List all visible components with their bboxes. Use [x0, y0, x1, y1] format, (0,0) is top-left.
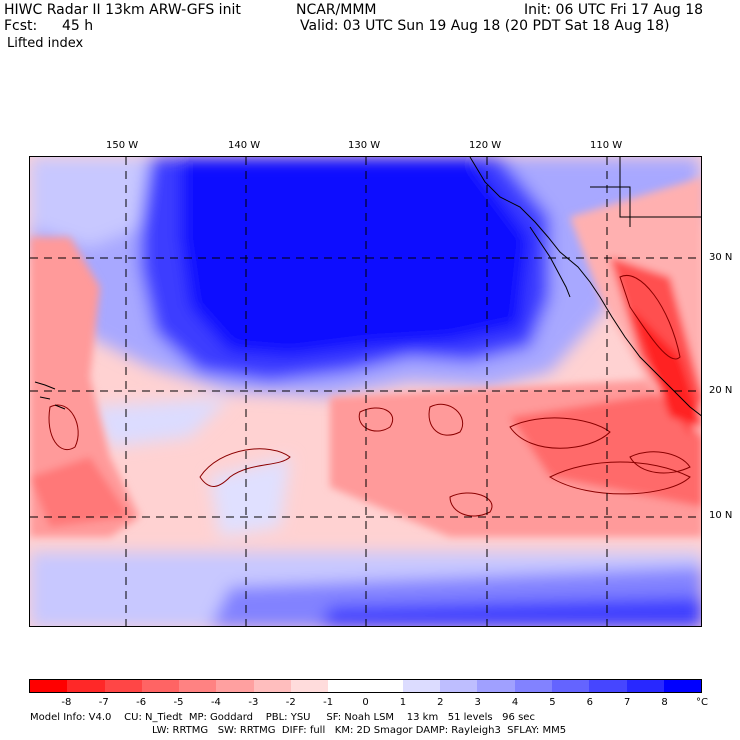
colorbar-swatch — [328, 680, 366, 692]
north-america-coastline — [469, 157, 701, 417]
colorbar-tick-label: -7 — [98, 697, 109, 708]
colorbar-tick-label: -3 — [248, 697, 259, 708]
colorbar-swatch — [30, 680, 68, 692]
colorbar-tick-label: 5 — [549, 697, 556, 708]
colorbar-swatch — [440, 680, 478, 692]
unstable-field — [30, 177, 701, 537]
colorbar — [29, 679, 702, 693]
colorbar-unit: °C — [696, 697, 708, 708]
colorbar-tick-label: -4 — [210, 697, 221, 708]
colorbar-swatch — [216, 680, 254, 692]
coastlines — [34, 157, 701, 417]
colorbar-tick-label: -6 — [136, 697, 147, 708]
hawaii-islands — [34, 381, 66, 410]
us-mexico-border — [619, 157, 701, 218]
colorbar-tick-label: 6 — [586, 697, 594, 708]
colorbar-tick-label: -1 — [323, 697, 334, 708]
colorbar-tick-label: 7 — [624, 697, 631, 708]
colorbar-swatch — [179, 680, 217, 692]
map-canvas — [30, 157, 701, 626]
lon-label-130w: 130 W — [348, 140, 381, 151]
colorbar-swatch — [141, 680, 180, 692]
colorbar-tick-label: -2 — [285, 697, 296, 708]
stable-field — [30, 157, 701, 626]
lat-label-10n: 10 N — [709, 510, 733, 521]
model-info-line-2: LW: RRTMG SW: RRTMG DIFF: full KM: 2D Sm… — [152, 725, 567, 736]
lifted-index-map — [29, 156, 702, 627]
colorbar-swatch — [626, 680, 664, 692]
colorbar-swatch — [67, 680, 105, 692]
colorbar-tick-label: 0 — [362, 697, 369, 708]
lat-lon-grid — [30, 157, 701, 626]
colorbar-swatch — [402, 680, 441, 692]
lat-label-30n: 30 N — [709, 252, 733, 263]
valid-time: Valid: 03 UTC Sun 19 Aug 18 (20 PDT Sat … — [300, 18, 670, 34]
colorbar-swatch — [104, 680, 142, 692]
field-name: Lifted index — [7, 36, 84, 51]
model-title: HIWC Radar II 13km ARW-GFS init — [4, 2, 241, 18]
forecast-hours: 45 h — [62, 18, 94, 34]
colorbar-swatch — [663, 680, 702, 692]
model-info-line-1: Model Info: V4.0 CU: N_Tiedt MP: Goddard… — [30, 712, 535, 723]
colorbar-tick-label: -5 — [173, 697, 184, 708]
lat-label-20n: 20 N — [709, 385, 733, 396]
colorbar-tick-label: 8 — [661, 697, 668, 708]
colorbar-swatch — [253, 680, 291, 692]
center-label: NCAR/MMM — [296, 2, 377, 18]
lon-label-110w: 110 W — [590, 140, 623, 151]
baja-peninsula-coastline — [529, 226, 571, 298]
colorbar-swatch — [365, 680, 403, 692]
lon-label-150w: 150 W — [106, 140, 139, 151]
forecast-label: Fcst: — [4, 18, 38, 34]
colorbar-swatch — [477, 680, 515, 692]
colorbar-swatch — [551, 680, 590, 692]
colorbar-tick-label: 4 — [511, 697, 519, 708]
colorbar-tick-label: 1 — [399, 697, 407, 708]
colorbar-tick-label: 3 — [474, 697, 481, 708]
init-time: Init: 06 UTC Fri 17 Aug 18 — [524, 2, 704, 18]
lon-label-120w: 120 W — [469, 140, 502, 151]
lon-label-140w: 140 W — [228, 140, 261, 151]
colorbar-tick-label: -8 — [61, 697, 72, 708]
instability-contours — [48, 275, 691, 517]
colorbar-swatch — [514, 680, 552, 692]
state-border — [590, 186, 631, 227]
colorbar-tick-label: 2 — [437, 697, 444, 708]
colorbar-swatch — [589, 680, 627, 692]
colorbar-swatch — [290, 680, 329, 692]
